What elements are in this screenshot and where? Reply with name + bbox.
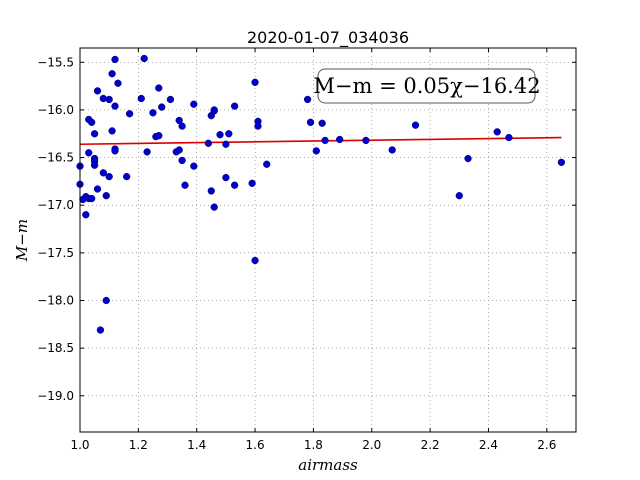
data-point bbox=[216, 131, 224, 139]
data-point bbox=[254, 122, 262, 130]
data-point bbox=[155, 84, 163, 92]
data-point bbox=[230, 181, 239, 189]
data-point bbox=[140, 54, 148, 63]
data-point bbox=[178, 122, 186, 130]
plot-area bbox=[80, 48, 576, 432]
data-point bbox=[111, 55, 119, 64]
data-point bbox=[181, 181, 189, 189]
y-tick-label: −17.0 bbox=[37, 198, 74, 212]
data-point bbox=[306, 118, 315, 126]
data-point bbox=[90, 161, 99, 169]
data-point bbox=[321, 136, 329, 145]
data-point bbox=[557, 158, 566, 166]
data-point bbox=[230, 102, 239, 110]
x-tick-label: 1.6 bbox=[246, 438, 265, 452]
y-tick-label: −19.0 bbox=[37, 389, 74, 403]
fit-equation-box: M−m = 0.05χ−16.42 bbox=[313, 68, 541, 104]
fit-equation-text: M−m = 0.05χ−16.42 bbox=[313, 74, 540, 98]
data-point bbox=[149, 109, 157, 117]
fit-line-layer bbox=[79, 136, 562, 146]
axis-ticks: 1.0 1.2 1.4 1.6 1.8 2.0 2.2 2.4 2.6 −15.5 −16.0 −16… bbox=[37, 48, 576, 452]
data-point bbox=[336, 135, 344, 144]
x-tick-label: 1.2 bbox=[129, 438, 148, 452]
x-tick-label: 2.2 bbox=[421, 438, 440, 452]
data-point bbox=[178, 156, 186, 165]
data-point bbox=[248, 179, 256, 187]
data-point bbox=[493, 128, 501, 136]
data-point bbox=[90, 130, 99, 138]
x-axis-label: airmass bbox=[298, 456, 358, 474]
data-point bbox=[190, 162, 198, 170]
y-tick-label: −15.5 bbox=[37, 55, 74, 69]
data-point bbox=[102, 296, 110, 305]
data-point bbox=[105, 172, 113, 181]
grid bbox=[79, 48, 576, 432]
data-point bbox=[166, 95, 175, 104]
data-points bbox=[76, 54, 566, 334]
data-point bbox=[114, 79, 122, 87]
y-axis-label: M−m bbox=[13, 219, 31, 262]
data-point bbox=[207, 187, 215, 195]
data-point bbox=[158, 103, 166, 111]
data-point bbox=[204, 139, 213, 147]
data-point bbox=[303, 95, 312, 104]
fit-line bbox=[79, 136, 562, 146]
data-point bbox=[108, 70, 116, 78]
y-tick-label: −18.5 bbox=[37, 341, 74, 355]
x-tick-label: 2.6 bbox=[537, 438, 556, 452]
data-point bbox=[137, 94, 145, 103]
data-point bbox=[85, 149, 93, 157]
data-point bbox=[105, 95, 113, 104]
data-point bbox=[93, 185, 102, 193]
data-point bbox=[143, 148, 151, 156]
data-point bbox=[455, 192, 463, 200]
data-point bbox=[210, 203, 218, 211]
data-point bbox=[318, 119, 326, 127]
data-point bbox=[210, 106, 218, 114]
data-point bbox=[175, 116, 183, 125]
y-tick-label: −18.0 bbox=[37, 294, 74, 308]
data-point bbox=[388, 146, 396, 154]
chart-title: 2020-01-07_034036 bbox=[247, 28, 409, 48]
data-point bbox=[251, 78, 259, 86]
data-point bbox=[362, 136, 370, 145]
data-point bbox=[251, 256, 259, 265]
data-point bbox=[111, 102, 119, 110]
data-point bbox=[125, 110, 134, 118]
data-point bbox=[102, 192, 110, 200]
y-tick-label: −17.5 bbox=[37, 246, 74, 260]
data-point bbox=[175, 146, 183, 154]
data-point bbox=[464, 154, 472, 163]
x-tick-label: 1.0 bbox=[70, 438, 89, 452]
plot-frame bbox=[79, 47, 577, 433]
x-tick-label: 1.8 bbox=[304, 438, 323, 452]
data-point bbox=[88, 194, 96, 203]
data-point bbox=[312, 147, 320, 155]
data-point bbox=[108, 127, 116, 135]
data-point bbox=[99, 169, 107, 177]
data-point bbox=[82, 211, 90, 219]
data-point bbox=[411, 121, 420, 129]
x-tick-label: 2.0 bbox=[362, 438, 381, 452]
data-point bbox=[93, 87, 102, 95]
data-point bbox=[263, 160, 271, 168]
x-tick-label: 1.4 bbox=[187, 438, 206, 452]
data-point bbox=[190, 100, 198, 108]
data-point bbox=[505, 133, 513, 142]
data-point bbox=[222, 140, 230, 148]
y-tick-label: −16.0 bbox=[37, 103, 74, 117]
data-point bbox=[225, 130, 233, 138]
y-tick-label: −16.5 bbox=[37, 151, 74, 165]
data-point bbox=[96, 326, 105, 334]
x-tick-label: 2.4 bbox=[479, 438, 498, 452]
data-point bbox=[123, 172, 131, 181]
data-point bbox=[155, 132, 163, 140]
data-point bbox=[111, 147, 119, 155]
data-point bbox=[88, 118, 96, 126]
data-point bbox=[222, 173, 230, 182]
